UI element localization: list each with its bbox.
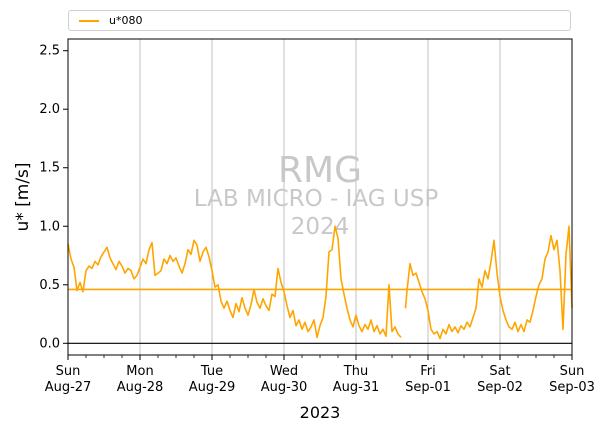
y-tick-label: 0.0	[39, 336, 60, 351]
x-tick-label: Aug-27	[45, 380, 92, 395]
y-axis-ticks: 0.0 0.5 1.0 1.5 2.0 2.5	[39, 44, 68, 351]
legend-swatch	[79, 20, 99, 22]
x-tick-label: Sun	[560, 364, 585, 379]
x-tick-label: Tue	[200, 364, 223, 379]
vertical-grid	[139, 39, 501, 355]
y-tick-label: 2.0	[39, 102, 60, 117]
x-axis-ticks: SunAug-27MonAug-28TueAug-29WedAug-30ThuA…	[45, 355, 595, 395]
y-axis-label: u* [m/s]	[13, 162, 33, 231]
series-line-u080	[404, 225, 573, 340]
x-tick-label: Sep-02	[477, 380, 523, 395]
x-tick-label: Sun	[56, 364, 81, 379]
x-tick-label: Aug-28	[117, 380, 164, 395]
x-tick-label: Fri	[420, 364, 436, 379]
x-tick-label: Thu	[343, 364, 368, 379]
watermark-line-3: 2024	[291, 214, 350, 240]
x-tick-label: Aug-29	[189, 380, 236, 395]
x-axis-label: 2023	[300, 403, 341, 422]
x-tick-label: Sep-03	[549, 380, 595, 395]
watermark-line-1: RMG	[278, 150, 362, 191]
watermark-line-2: LAB MICRO - IAG USP	[194, 186, 439, 212]
watermark: RMG LAB MICRO - IAG USP 2024	[194, 150, 439, 240]
legend: u*080	[68, 10, 571, 31]
series-layer	[67, 225, 573, 340]
y-tick-label: 1.5	[39, 161, 60, 176]
y-tick-label: 2.5	[39, 44, 60, 59]
y-tick-label: 1.0	[39, 219, 60, 234]
y-tick-label: 0.5	[39, 278, 60, 293]
series-line-u080	[67, 225, 402, 339]
x-tick-label: Aug-30	[261, 380, 308, 395]
x-tick-label: Sat	[489, 364, 510, 379]
x-tick-label: Sep-01	[405, 380, 451, 395]
x-tick-label: Aug-31	[333, 380, 380, 395]
x-tick-label: Wed	[270, 364, 298, 379]
x-tick-label: Mon	[126, 364, 153, 379]
legend-label: u*080	[109, 14, 143, 27]
